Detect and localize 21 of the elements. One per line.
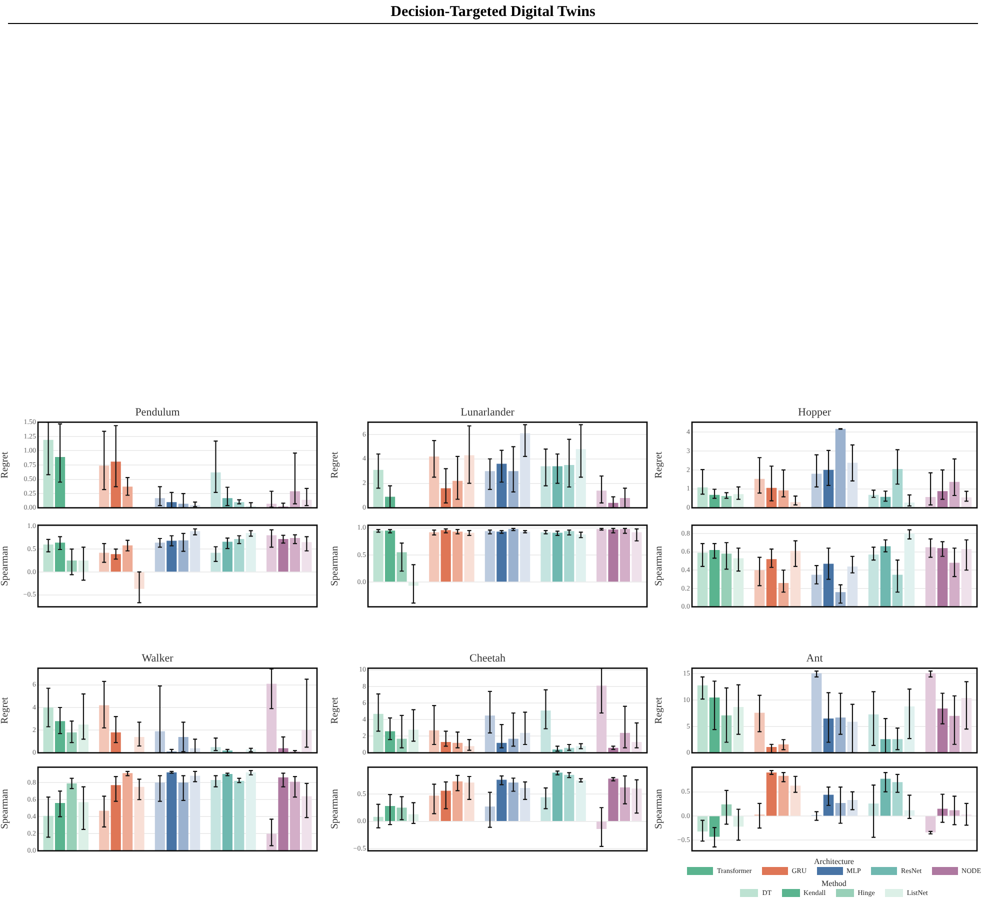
chart-title: Ant: [806, 652, 823, 664]
legend-title: Architecture: [813, 857, 855, 866]
chart-title: Cheetah: [469, 652, 506, 664]
y-axis-title: Regret: [0, 451, 11, 478]
chart-title: Pendulum: [135, 406, 180, 418]
legend-title: Method: [820, 879, 848, 888]
chart-title: Walker: [142, 652, 174, 664]
y-axis-title: Spearman: [654, 546, 665, 586]
y-axis-title: Regret: [0, 696, 11, 724]
y-axis-title: Spearman: [0, 546, 11, 586]
y-axis-title: Regret: [330, 451, 341, 478]
y-axis-title: Regret: [654, 696, 665, 724]
text: Decision-Targeted Digital Twins: [8, 4, 978, 24]
y-axis-title: Regret: [330, 696, 341, 724]
y-axis-title: Regret: [654, 451, 665, 478]
chart-title: Lunarlander: [460, 406, 515, 418]
y-axis-title: Spearman: [0, 789, 11, 829]
chart-title: Hopper: [798, 406, 832, 418]
y-axis-title: Spearman: [330, 789, 341, 829]
y-axis-title: Spearman: [654, 789, 665, 829]
y-axis-title: Spearman: [330, 546, 341, 586]
